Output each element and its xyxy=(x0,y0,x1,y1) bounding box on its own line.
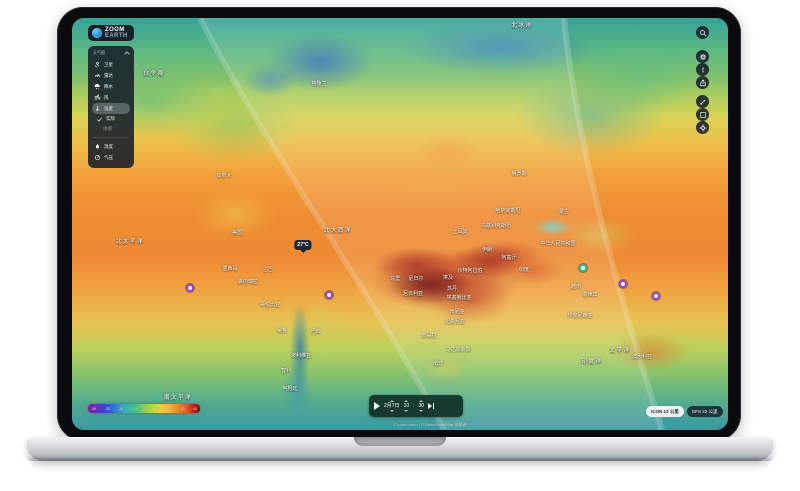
globe-icon xyxy=(92,28,102,38)
legend-tick: 10 xyxy=(155,406,160,411)
locate-button[interactable] xyxy=(696,121,709,134)
weather-layers-panel: 天气图 卫星 雷达 降水 风 xyxy=(88,46,134,168)
sidebar-item-temperature[interactable]: 温度 xyxy=(92,103,130,114)
sidebar-item-pressure[interactable]: 气压 xyxy=(92,152,130,163)
legend-tick: -30 xyxy=(104,406,110,411)
pressure-icon xyxy=(94,154,101,161)
legend-ticks: -40 -30 -20 -10 0 10 20 30 40 xyxy=(88,404,200,413)
storm-markers-layer xyxy=(72,18,728,430)
draw-button[interactable] xyxy=(696,95,709,108)
search-icon xyxy=(699,29,706,36)
storm-marker[interactable] xyxy=(325,291,333,299)
sidebar-item-satellite[interactable]: 卫星 xyxy=(92,59,130,70)
chevron-up-icon xyxy=(124,50,130,57)
map-viewport[interactable]: 北冰洋 白令海 北太平洋 北大西洋 太平洋 南太平洋 印度洋 格陵兰 俄罗斯 加拿大 美国 墨西哥古… xyxy=(72,18,728,430)
sidebar-item-radar[interactable]: 雷达 xyxy=(92,70,130,81)
legend-gradient-bar xyxy=(88,404,200,413)
share-button[interactable] xyxy=(696,76,709,89)
info-button[interactable] xyxy=(696,63,709,76)
caret-down-icon xyxy=(404,410,409,412)
play-button[interactable] xyxy=(374,402,380,410)
caret-up-icon xyxy=(404,400,409,402)
gear-icon xyxy=(699,53,706,60)
map-attribution: © zoom.earth | © OpenStreetMap 贡献者 xyxy=(393,422,467,427)
sidebar-item-humidity[interactable]: 湿度 xyxy=(92,141,130,152)
storm-marker[interactable] xyxy=(186,284,194,292)
humidity-icon xyxy=(94,143,101,150)
storm-marker[interactable] xyxy=(579,264,587,272)
sidebar-item-precipitation[interactable]: 降水 xyxy=(92,81,130,92)
share-icon xyxy=(699,79,706,86)
legend-tick: -40 xyxy=(91,406,97,411)
rain-icon xyxy=(94,83,101,90)
legend-tick: -10 xyxy=(131,406,137,411)
thermometer-icon xyxy=(94,105,101,112)
search-button[interactable] xyxy=(696,26,709,39)
temperature-legend[interactable]: -40 -30 -20 -10 0 10 20 30 40 xyxy=(88,404,200,413)
panel-header[interactable]: 天气图 xyxy=(92,49,130,59)
info-icon xyxy=(701,67,704,73)
caret-up-icon xyxy=(419,400,424,402)
model-selector: ICON 13 公里 GFS 22 公里 xyxy=(646,406,723,417)
zoom-earth-logo[interactable]: ZOOM EARTH xyxy=(88,25,134,41)
model-pill-gfs[interactable]: GFS 22 公里 xyxy=(686,406,723,417)
model-pill-icon[interactable]: ICON 13 公里 xyxy=(646,406,684,417)
frame-icon xyxy=(699,111,706,118)
laptop-base-notch xyxy=(354,437,446,446)
sidebar-item-feels-like[interactable]: 体感 xyxy=(103,126,112,131)
storm-marker[interactable] xyxy=(619,280,627,288)
caret-up-icon xyxy=(389,400,394,402)
skip-to-latest-button[interactable] xyxy=(428,403,435,409)
location-icon xyxy=(698,123,707,132)
legend-tick: 40 xyxy=(193,406,197,411)
hour-stepper[interactable]: 10 xyxy=(404,400,409,412)
temperature-tooltip: 27°C xyxy=(294,240,312,250)
legend-tick: -20 xyxy=(118,406,124,411)
divider xyxy=(93,137,129,138)
date-stepper[interactable]: 2月7日 xyxy=(384,400,400,412)
sidebar-item-actual[interactable]: 实际 xyxy=(92,114,130,124)
caret-down-icon xyxy=(389,410,394,412)
time-separator: : xyxy=(413,403,415,409)
caret-down-icon xyxy=(419,410,424,412)
radar-icon xyxy=(94,72,101,79)
laptop-screen: 北冰洋 白令海 北太平洋 北大西洋 太平洋 南太平洋 印度洋 格陵兰 俄罗斯 加拿大 美国 墨西哥古… xyxy=(57,7,741,441)
measure-button[interactable] xyxy=(696,108,709,121)
satellite-icon xyxy=(94,61,101,68)
pencil-icon xyxy=(699,99,705,105)
laptop-base xyxy=(27,437,773,461)
wind-icon xyxy=(94,94,101,101)
minute-stepper[interactable]: 30 xyxy=(419,400,424,412)
logo-text: ZOOM EARTH xyxy=(105,27,128,39)
sidebar-item-wind[interactable]: 风 xyxy=(92,92,130,103)
legend-tick: 30 xyxy=(180,406,185,411)
check-icon xyxy=(96,116,103,123)
storm-marker[interactable] xyxy=(652,292,660,300)
timeline-control: 2月7日 10 : 30 xyxy=(369,395,463,417)
settings-button[interactable] xyxy=(696,50,709,63)
legend-tick: 20 xyxy=(168,406,173,411)
temperature-heatmap xyxy=(72,18,728,430)
legend-tick: 0 xyxy=(145,406,148,411)
